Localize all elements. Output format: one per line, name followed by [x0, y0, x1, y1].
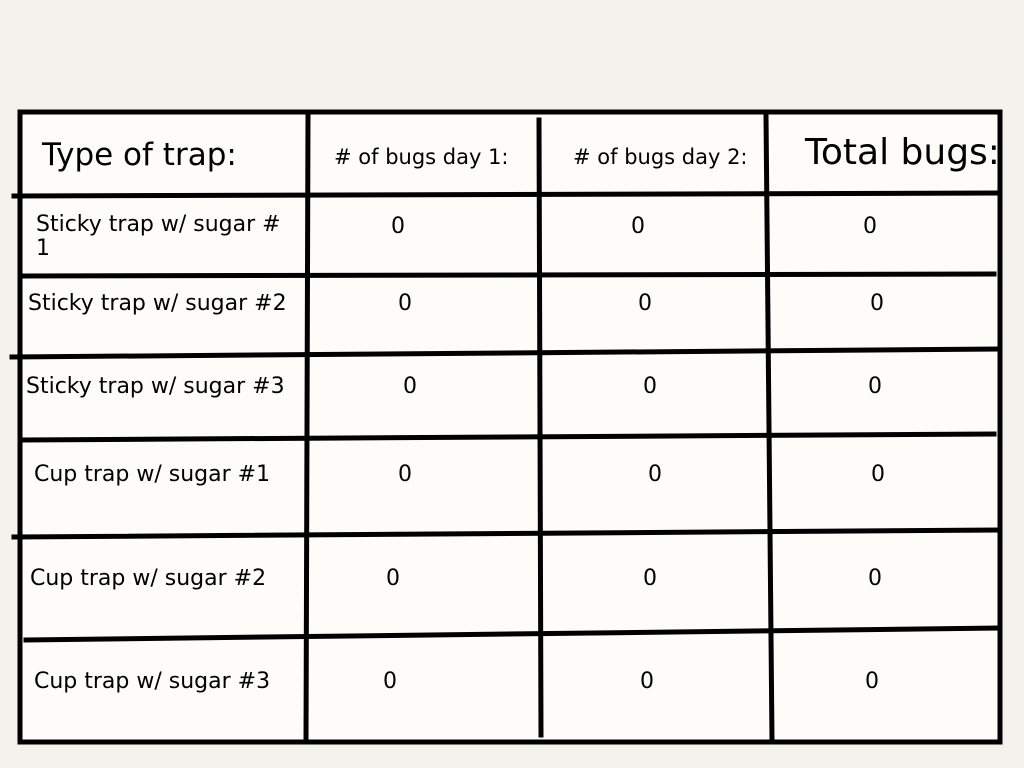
- row-line: [23, 625, 1001, 643]
- header-cell: # of bugs day 2:: [573, 145, 748, 169]
- cell-value: 0: [868, 566, 882, 591]
- row-label: Sticky trap w/ sugar #3: [26, 374, 285, 399]
- cell-value: 0: [640, 669, 654, 694]
- header-cell: Total bugs:: [805, 132, 1000, 173]
- cell-value: 0: [868, 374, 882, 399]
- cell-value: 0: [643, 374, 657, 399]
- cell-value: 0: [398, 291, 412, 316]
- row-line: [19, 271, 997, 279]
- row-label: Cup trap w/ sugar #3: [34, 669, 271, 694]
- column-line: [303, 111, 311, 745]
- cell-value: 0: [638, 291, 652, 316]
- cell-value: 0: [391, 214, 405, 239]
- cell-value: 0: [870, 291, 884, 316]
- cell-value: 0: [383, 669, 397, 694]
- row-line: [11, 190, 1001, 199]
- column-line: [536, 117, 544, 738]
- row-label: Sticky trap w/ sugar #2: [28, 291, 287, 316]
- cell-value: 0: [863, 214, 877, 239]
- column-line: [763, 113, 775, 743]
- row-label: Cup trap w/ sugar #1: [34, 462, 271, 487]
- cell-value: 0: [398, 462, 412, 487]
- cell-value: 0: [643, 566, 657, 591]
- table-background: [22, 112, 998, 744]
- cell-value: 0: [386, 566, 400, 591]
- cell-value: 0: [871, 462, 885, 487]
- row-line: [19, 431, 997, 443]
- row-label: Sticky trap w/ sugar # 1: [36, 212, 281, 262]
- cell-value: 0: [403, 374, 417, 399]
- row-line: [9, 346, 1001, 360]
- header-cell: # of bugs day 1:: [334, 145, 509, 169]
- header-cell: Type of trap:: [42, 137, 237, 173]
- cell-value: 0: [865, 669, 879, 694]
- cell-value: 0: [631, 214, 645, 239]
- row-label: Cup trap w/ sugar #2: [30, 566, 267, 591]
- row-line: [11, 527, 1001, 540]
- cell-value: 0: [648, 462, 662, 487]
